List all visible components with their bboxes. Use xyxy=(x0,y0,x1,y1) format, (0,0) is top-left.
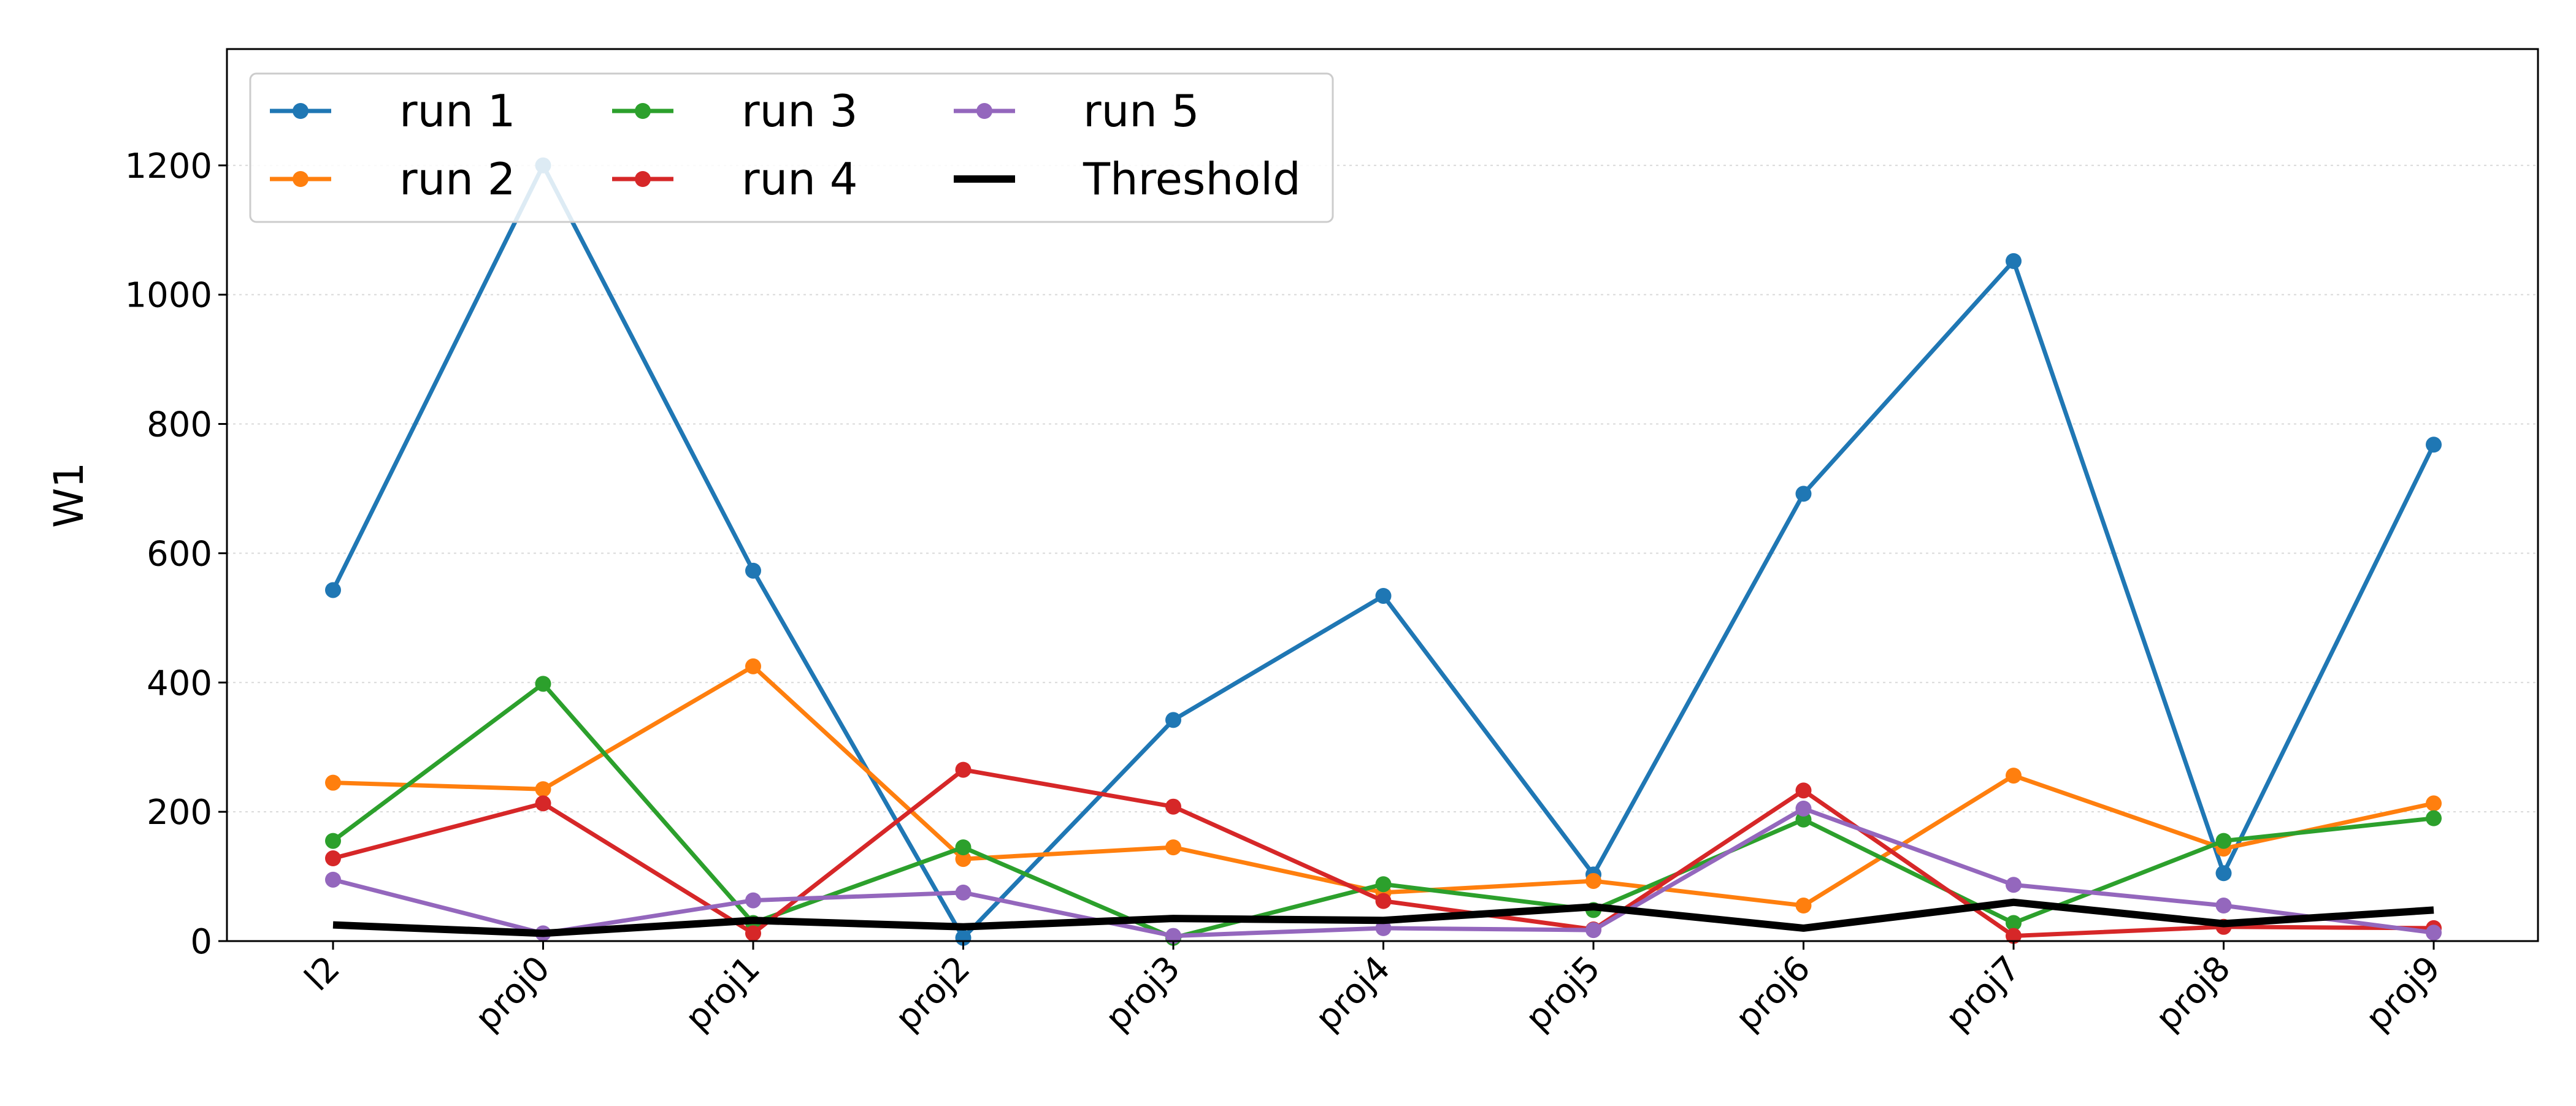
data-point xyxy=(535,676,551,692)
data-point xyxy=(745,892,761,909)
data-point xyxy=(2006,915,2022,931)
data-point xyxy=(745,562,761,579)
legend-item: run 4 xyxy=(612,153,858,205)
legend-marker xyxy=(635,103,651,119)
series-4 xyxy=(325,800,2442,944)
y-tick-label: 1200 xyxy=(125,147,212,186)
data-point xyxy=(2426,810,2442,826)
data-point xyxy=(2006,253,2022,269)
series-line xyxy=(332,898,2434,937)
data-point xyxy=(325,850,341,867)
legend-marker xyxy=(293,103,309,119)
series-2 xyxy=(325,676,2442,946)
legend-item: Threshold xyxy=(954,153,1301,205)
data-point xyxy=(2006,928,2022,944)
y-tick-label: 400 xyxy=(147,663,212,703)
data-point xyxy=(1165,712,1181,728)
series-5 xyxy=(332,898,2434,937)
data-point xyxy=(1795,811,1812,828)
data-point xyxy=(1375,587,1392,604)
y-tick-label: 800 xyxy=(147,405,212,445)
data-point xyxy=(1795,800,1812,817)
data-point xyxy=(955,884,972,901)
data-point xyxy=(325,774,341,791)
legend-item: run 1 xyxy=(270,85,516,137)
legend-item: run 3 xyxy=(612,85,858,137)
legend-box xyxy=(249,72,1334,223)
data-point xyxy=(1375,876,1392,893)
y-axis-label: W1 xyxy=(45,462,93,528)
legend-label: Threshold xyxy=(1083,153,1301,205)
legend-label: run 5 xyxy=(1083,85,1200,137)
data-point xyxy=(535,795,551,812)
data-point xyxy=(2215,865,2232,882)
data-point xyxy=(1585,922,1601,939)
series-layer xyxy=(325,157,2442,946)
data-point xyxy=(1585,872,1601,889)
legend: run 1 run 2 run 3 run 4 run 5 Threshold xyxy=(249,72,1334,223)
data-point xyxy=(745,925,761,942)
legend-label: run 3 xyxy=(742,85,858,137)
data-point xyxy=(2006,768,2022,784)
legend-label: run 1 xyxy=(399,85,516,137)
data-point xyxy=(1165,839,1181,856)
data-point xyxy=(1375,920,1392,936)
data-point xyxy=(325,871,341,888)
data-point xyxy=(2426,925,2442,941)
data-point xyxy=(1165,928,1181,944)
data-point xyxy=(745,658,761,674)
data-point xyxy=(1165,798,1181,815)
data-point xyxy=(1795,486,1812,502)
legend-item: run 2 xyxy=(270,153,516,205)
data-point xyxy=(2215,833,2232,849)
data-point xyxy=(1795,898,1812,914)
data-point xyxy=(1375,893,1392,909)
data-point xyxy=(325,833,341,849)
y-tick-label: 0 xyxy=(190,922,212,962)
data-point xyxy=(2426,437,2442,453)
y-tick-label: 200 xyxy=(147,793,212,833)
data-point xyxy=(535,781,551,798)
data-point xyxy=(2215,898,2232,914)
data-point xyxy=(1795,782,1812,799)
legend-item: run 5 xyxy=(954,85,1200,137)
y-tick-label: 600 xyxy=(147,534,212,574)
data-point xyxy=(2426,795,2442,812)
legend-marker xyxy=(293,171,309,187)
data-point xyxy=(2006,877,2022,893)
legend-label: run 4 xyxy=(742,153,858,205)
legend-label: run 2 xyxy=(399,153,516,205)
y-tick-label: 1000 xyxy=(125,276,212,316)
legend-marker xyxy=(635,171,651,187)
legend-marker xyxy=(976,103,992,119)
data-point xyxy=(955,761,972,778)
data-point xyxy=(325,582,341,598)
data-point xyxy=(955,839,972,856)
data-point xyxy=(955,851,972,868)
